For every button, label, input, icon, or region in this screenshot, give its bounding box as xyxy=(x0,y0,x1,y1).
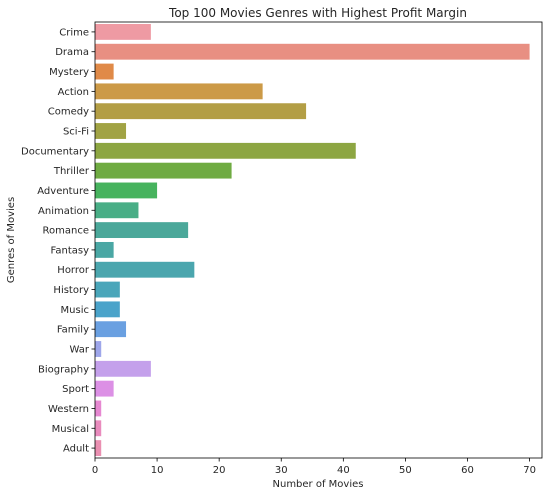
y-tick-label-adventure: Adventure xyxy=(37,186,89,197)
bar-adult xyxy=(95,440,102,457)
bar-drama xyxy=(95,43,530,60)
y-tick-label-thriller: Thriller xyxy=(53,166,90,177)
y-tick-label-musical: Musical xyxy=(52,424,89,435)
bar-sci-fi xyxy=(95,123,127,139)
bar-documentary xyxy=(95,142,356,159)
x-axis-ticks: 0 10 20 30 40 50 60 70 xyxy=(92,458,536,476)
y-tick-label-animation: Animation xyxy=(38,206,89,217)
y-tick-label-family: Family xyxy=(57,325,89,336)
y-tick-label-biography: Biography xyxy=(38,364,89,375)
bar-music xyxy=(95,301,120,318)
x-tick-label-20: 20 xyxy=(213,465,226,476)
bar-western xyxy=(95,400,102,417)
chart-title: Top 100 Movies Genres with Highest Profi… xyxy=(168,6,467,20)
y-tick-label-adult: Adult xyxy=(63,444,89,455)
bar-mystery xyxy=(95,63,114,80)
y-tick-label-war: War xyxy=(70,345,90,356)
y-tick-label-comedy: Comedy xyxy=(48,107,89,118)
y-tick-label-western: Western xyxy=(48,404,89,415)
bar-animation xyxy=(95,202,139,219)
bar-crime xyxy=(95,23,151,40)
y-tick-label-fantasy: Fantasy xyxy=(51,245,90,256)
y-tick-label-sport: Sport xyxy=(62,384,89,395)
bars-group xyxy=(95,23,530,457)
bar-sport xyxy=(95,380,114,397)
bar-romance xyxy=(95,222,189,239)
bar-horror xyxy=(95,261,195,278)
x-tick-label-70: 70 xyxy=(523,465,536,476)
y-axis-label: Genres of Movies xyxy=(6,197,17,283)
x-axis-label: Number of Movies xyxy=(273,479,364,490)
x-tick-label-60: 60 xyxy=(461,465,474,476)
plot-frame xyxy=(94,21,543,459)
y-tick-label-music: Music xyxy=(61,305,89,316)
bar-adventure xyxy=(95,182,158,199)
bar-fantasy xyxy=(95,241,114,258)
x-tick-label-0: 0 xyxy=(92,465,98,476)
y-tick-label-mystery: Mystery xyxy=(49,67,89,78)
y-tick-label-horror: Horror xyxy=(57,265,90,276)
bar-comedy xyxy=(95,103,307,120)
bar-musical xyxy=(95,420,102,437)
bar-action xyxy=(95,83,263,100)
x-tick-label-40: 40 xyxy=(337,465,350,476)
y-tick-label-documentary: Documentary xyxy=(21,146,89,157)
bar-history xyxy=(95,281,120,298)
y-tick-label-crime: Crime xyxy=(59,27,89,38)
bar-family xyxy=(95,321,127,338)
bar-biography xyxy=(95,360,151,377)
y-tick-label-romance: Romance xyxy=(43,226,89,237)
y-tick-label-action: Action xyxy=(58,87,89,98)
y-tick-label-sci-fi: Sci-Fi xyxy=(63,127,89,138)
y-tick-label-drama: Drama xyxy=(55,47,89,58)
bar-thriller xyxy=(95,162,232,179)
y-tick-label-history: History xyxy=(53,285,89,296)
x-tick-label-30: 30 xyxy=(275,465,288,476)
x-tick-label-50: 50 xyxy=(399,465,412,476)
x-tick-label-10: 10 xyxy=(151,465,164,476)
y-axis-ticks: Crime Drama Mystery Action Comedy Sci-Fi Docum… xyxy=(21,27,95,455)
bar-war xyxy=(95,341,102,357)
